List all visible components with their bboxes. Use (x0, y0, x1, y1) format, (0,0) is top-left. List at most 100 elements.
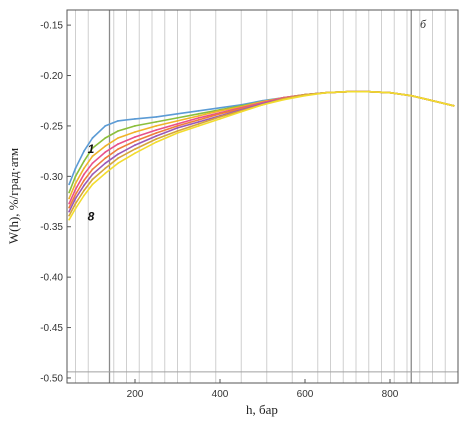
series-point (346, 90, 349, 93)
series-point (74, 182, 77, 185)
series-point (176, 132, 179, 134)
series-point (134, 131, 136, 133)
series-point (134, 144, 136, 146)
series-point (91, 178, 94, 181)
series-point (104, 137, 107, 139)
series-point (74, 188, 77, 191)
series-point (91, 183, 94, 186)
series-point (197, 125, 200, 127)
series-point (176, 130, 179, 132)
series-point (155, 132, 158, 134)
y-axis-ticks: -0.50 -0.45 -0.40 -0.35 -0.30 -0.25 -0.20 -0.15 (40, 21, 71, 384)
series-point (83, 179, 85, 182)
series-point (91, 147, 94, 150)
y-tick-label: -0.15 (40, 21, 63, 32)
y-axis-title: W(h), %/град·атм (6, 148, 21, 244)
series-point (219, 117, 221, 120)
y-tick-label: -0.45 (40, 323, 63, 334)
series-point (117, 162, 119, 165)
series-point (219, 106, 221, 109)
series-point (367, 90, 370, 93)
series-point (176, 125, 179, 127)
series-point (104, 162, 107, 165)
y-tick-label: -0.25 (40, 121, 63, 132)
y-tick-label: -0.40 (40, 273, 63, 284)
series-point (104, 157, 107, 160)
panel-label: б (420, 17, 427, 31)
series-point (197, 112, 200, 115)
series-point (117, 137, 119, 139)
series-point (117, 143, 119, 145)
x-tick-label: 600 (297, 389, 314, 400)
series-point (104, 125, 107, 127)
series-point (261, 103, 264, 106)
series-point (134, 136, 136, 138)
series-point (117, 148, 119, 151)
series-point (83, 160, 85, 163)
series-point (74, 193, 77, 196)
series-point (176, 127, 179, 129)
series-point (410, 94, 413, 97)
y-tick-label: -0.20 (40, 71, 63, 82)
series-point (431, 99, 434, 102)
series-point (83, 173, 85, 176)
series-point (155, 129, 158, 131)
series-point (176, 119, 179, 122)
x-axis-title: h, бар (246, 402, 278, 417)
x-tick-label: 800 (382, 389, 399, 400)
series-point (176, 116, 179, 119)
series-point (240, 110, 243, 113)
series-point (134, 125, 136, 127)
series-point (134, 140, 136, 142)
series-point (197, 109, 200, 112)
series-point (83, 189, 85, 192)
series-point (68, 183, 71, 186)
series-point (91, 155, 94, 158)
series-point (104, 145, 107, 147)
series-point (219, 109, 221, 112)
series-point (117, 157, 119, 160)
x-tick-label: 200 (127, 389, 144, 400)
series-point (325, 91, 328, 94)
series-point (104, 172, 107, 175)
series-point (155, 121, 158, 123)
series-point (74, 207, 77, 210)
series-point (74, 202, 77, 205)
series-labels: 18 (88, 142, 95, 224)
series-point (68, 206, 71, 209)
plot-background (67, 10, 458, 383)
series-point (74, 197, 77, 200)
y-tick-label: -0.50 (40, 373, 63, 384)
series-point (197, 123, 200, 125)
series-point (83, 184, 85, 187)
series-label-1: 1 (88, 142, 95, 156)
series-point (68, 218, 71, 221)
series-point (68, 191, 71, 194)
x-axis-ticks: 200 400 600 800 (127, 379, 399, 400)
series-point (197, 121, 200, 123)
series-point (176, 112, 179, 115)
series-point (452, 104, 455, 107)
x-tick-label: 400 (212, 389, 229, 400)
series-point (155, 141, 158, 143)
gridlines (75, 10, 446, 383)
series-point (219, 112, 221, 115)
series-point (155, 138, 158, 140)
series-point (197, 118, 200, 121)
series-point (134, 152, 136, 155)
series-point (104, 151, 107, 154)
series-point (282, 98, 285, 101)
series-point (68, 210, 71, 213)
series-label-8: 8 (88, 210, 95, 224)
series-point (155, 135, 158, 137)
series-point (104, 167, 107, 170)
series-point (68, 214, 71, 217)
series-point (83, 150, 85, 153)
series-point (117, 130, 119, 132)
series-point (134, 148, 136, 151)
series-group (68, 90, 455, 221)
series-point (117, 119, 119, 122)
series-point (219, 115, 221, 118)
series-point (91, 168, 94, 171)
